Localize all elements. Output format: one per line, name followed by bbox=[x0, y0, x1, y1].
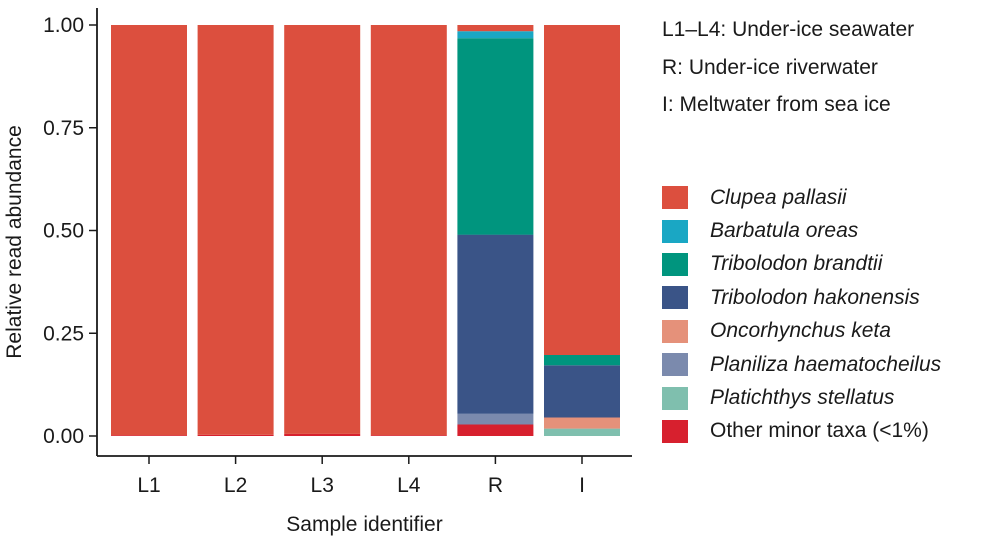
bar-segment-l1-0 bbox=[111, 435, 187, 436]
legend-swatch bbox=[662, 219, 688, 243]
legend-label: Planiliza haematocheilus bbox=[710, 352, 942, 376]
legend-label: Other minor taxa (<1%) bbox=[710, 419, 929, 443]
legend-item: Planiliza haematocheilus bbox=[662, 348, 941, 381]
legend-item: Barbatula oreas bbox=[662, 214, 941, 247]
legend-swatch bbox=[662, 319, 688, 343]
bar-segment-l4-7 bbox=[370, 25, 447, 436]
x-tick-label-r: R bbox=[488, 474, 503, 497]
y-tick-label-0: 0.00 bbox=[43, 425, 84, 448]
bar-segment-i-3 bbox=[544, 417, 620, 429]
legend-swatch bbox=[662, 419, 688, 443]
note-seawater: L1–L4: Under-ice seawater bbox=[662, 18, 915, 41]
bar-segment-r-4 bbox=[457, 234, 534, 414]
bar-segment-r-0 bbox=[457, 424, 534, 436]
legend-item: Tribolodon brandtii bbox=[662, 248, 941, 281]
bar-segment-i-4 bbox=[544, 365, 620, 418]
legend: Clupea pallasii Barbatula oreas Tribolodon… bbox=[662, 181, 941, 448]
x-tick-label-l2: L2 bbox=[224, 474, 247, 497]
bar-segment-l2-0 bbox=[197, 434, 274, 436]
stacked-bar-chart: L1 L2 L3 L4 R I 0.00 0.25 0.50 0.75 1.00 Sample ide… bbox=[3, 8, 632, 536]
note-meltwater: I: Meltwater from sea ice bbox=[662, 93, 891, 116]
note-riverwater: R: Under-ice riverwater bbox=[662, 56, 878, 79]
y-axis-title: Relative read abundance bbox=[3, 125, 26, 359]
bar-segment-r-2 bbox=[457, 413, 534, 425]
x-tick-label-l1: L1 bbox=[137, 474, 160, 497]
legend-swatch bbox=[662, 286, 688, 310]
axes-layer: L1 L2 L3 L4 R I 0.00 0.25 0.50 0.75 1.00 Sample ide… bbox=[3, 8, 632, 536]
legend-label: Tribolodon hakonensis bbox=[710, 285, 920, 309]
legend-swatch bbox=[662, 353, 688, 377]
bars-layer bbox=[111, 25, 620, 436]
y-tick-label-2: 0.50 bbox=[43, 220, 84, 243]
bar-segment-r-6 bbox=[457, 31, 534, 39]
x-tick-label-l3: L3 bbox=[311, 474, 334, 497]
bar-segment-l2-7 bbox=[197, 25, 274, 435]
legend-swatch bbox=[662, 386, 688, 410]
legend-label: Tribolodon brandtii bbox=[710, 252, 883, 276]
y-tick-label-4: 1.00 bbox=[43, 14, 84, 37]
bar-segment-r-5 bbox=[457, 38, 534, 235]
bar-segment-r-7 bbox=[457, 25, 534, 32]
bar-segment-l4-0 bbox=[370, 435, 447, 436]
bar-segment-l3-7 bbox=[284, 25, 361, 434]
bar-segment-i-1 bbox=[544, 428, 620, 436]
y-tick-label-1: 0.25 bbox=[43, 322, 84, 345]
bar-segment-i-5 bbox=[544, 355, 620, 366]
legend-item: Oncorhynchus keta bbox=[662, 315, 941, 348]
legend-swatch bbox=[662, 252, 688, 276]
legend-item: Tribolodon hakonensis bbox=[662, 281, 941, 314]
y-tick-label-3: 0.75 bbox=[43, 117, 84, 140]
legend-swatch bbox=[662, 186, 688, 210]
x-tick-label-l4: L4 bbox=[397, 474, 421, 497]
bar-segment-i-7 bbox=[544, 25, 620, 355]
legend-label: Oncorhynchus keta bbox=[710, 319, 891, 343]
legend-label: Clupea pallasii bbox=[710, 185, 847, 209]
legend-item: Clupea pallasii bbox=[662, 181, 941, 214]
bar-segment-l1-7 bbox=[111, 25, 187, 436]
x-axis-title: Sample identifier bbox=[286, 513, 442, 536]
legend-label: Platichthys stellatus bbox=[710, 386, 895, 410]
legend-item: Platichthys stellatus bbox=[662, 381, 941, 414]
legend-label: Barbatula oreas bbox=[710, 219, 859, 243]
bar-segment-l3-0 bbox=[284, 433, 361, 436]
legend-item: Other minor taxa (<1%) bbox=[662, 415, 941, 448]
x-tick-label-i: I bbox=[579, 474, 585, 497]
